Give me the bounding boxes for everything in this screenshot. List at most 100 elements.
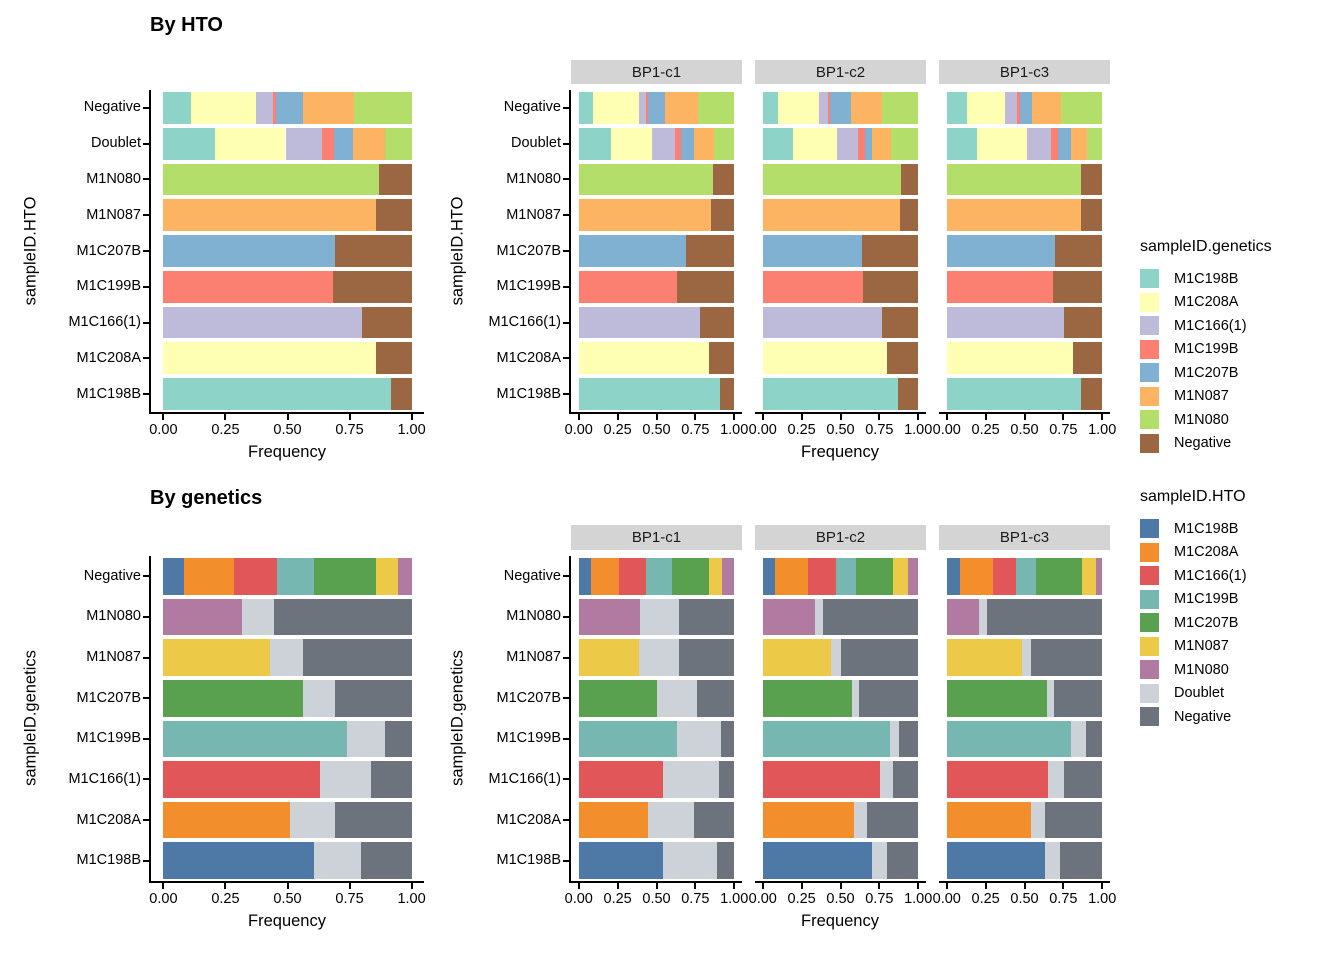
x-tick-mark <box>878 414 881 420</box>
bar-segment-M1N080 <box>946 163 1082 196</box>
bar-segment-M1N087 <box>946 639 1022 676</box>
bar-segment-M1C166(1) <box>807 558 837 595</box>
bar-segment-Negative <box>720 378 735 410</box>
bar-segment-M1C208A <box>214 127 286 160</box>
bar-row <box>578 199 735 232</box>
bar-segment-M1C198B <box>762 92 779 124</box>
bar-segment-M1C207B <box>1058 127 1071 160</box>
legend-label: M1N080 <box>1174 411 1229 428</box>
x-tick-mark <box>1023 414 1026 420</box>
legend-item: M1C166(1) <box>1140 314 1344 338</box>
bar-row <box>163 163 412 196</box>
bar-row <box>163 801 412 839</box>
x-tick-mark <box>286 883 289 889</box>
y-tick-mark <box>143 178 149 181</box>
y-tick-mark <box>563 859 569 862</box>
facet-strip: BP1-c1 <box>571 525 742 550</box>
y-tick-mark <box>563 615 569 618</box>
bar-segment-Doublet <box>346 720 385 758</box>
bar-segment-Negative <box>1064 761 1103 798</box>
x-tick-mark <box>410 414 413 420</box>
bar-segment-M1C199B <box>946 270 1054 303</box>
category-label: Negative <box>503 99 561 116</box>
legend-genetics-items: M1C198B M1C208A M1C166(1) M1C199B M1C207B M1N… <box>1140 267 1344 455</box>
bar-segment-Doublet <box>979 598 988 636</box>
bar-segment-M1C207B <box>1020 92 1033 124</box>
legend-swatch <box>1140 433 1159 453</box>
bar-segment-Doublet <box>879 761 894 798</box>
bar-segment-Negative <box>378 163 412 196</box>
bar-segment-M1C208A <box>775 558 808 595</box>
bar-segment-M1N087 <box>1081 558 1097 595</box>
bar-row <box>946 127 1103 160</box>
bar-segment-M1C199B <box>163 720 347 758</box>
bar-segment-M1C166(1) <box>639 92 646 124</box>
bar-segment-M1C166(1) <box>233 558 278 595</box>
bar-segment-Negative <box>897 378 919 410</box>
legend-item: M1C208A <box>1140 291 1344 315</box>
plot-title-by-genetics: By genetics <box>150 487 263 509</box>
category-label: M1C207B <box>76 242 141 259</box>
x-tick-mark <box>224 883 227 889</box>
bar-segment-M1N080 <box>163 163 379 196</box>
bar-segment-M1C208A <box>163 342 376 375</box>
bar-row <box>163 598 412 636</box>
legend-item: M1N080 <box>1140 408 1344 432</box>
bar-segment-M1C207B <box>856 558 894 595</box>
bar-row <box>946 720 1103 758</box>
bar-row <box>163 235 412 267</box>
category-label: M1C199B <box>76 730 141 747</box>
y-tick-mark <box>563 214 569 217</box>
bar-segment-M1C166(1) <box>651 127 676 160</box>
bar-row <box>762 761 919 798</box>
bar-segment-M1N080 <box>891 127 919 160</box>
bar-segment-M1N087 <box>693 127 714 160</box>
category-label: M1C166(1) <box>488 770 561 787</box>
x-tick-mark <box>1062 414 1065 420</box>
bar-segment-Negative <box>384 720 412 758</box>
x-tick-label: 0.50 <box>642 422 671 438</box>
x-tick-mark <box>984 414 987 420</box>
bar-row <box>946 235 1103 267</box>
x-tick-label: 0.00 <box>748 422 777 438</box>
bar-segment-M1N087 <box>762 639 832 676</box>
legend-label: M1C207B <box>1174 614 1239 631</box>
legend-label: M1C208A <box>1174 294 1239 311</box>
bar-segment-M1C198B <box>163 92 192 124</box>
x-tick-label: 1.00 <box>1088 422 1117 438</box>
x-tick-label: 1.00 <box>397 891 426 907</box>
bar-row <box>762 235 919 267</box>
legend-item: M1C199B <box>1140 338 1344 362</box>
bar-segment-M1N087 <box>762 199 901 232</box>
bar-segment-Doublet <box>1044 842 1061 879</box>
x-tick-label: 0.25 <box>787 422 816 438</box>
bar-segment-M1C166(1) <box>762 761 880 798</box>
bar-segment-Negative <box>679 598 735 636</box>
bar-row <box>762 270 919 303</box>
bar-segment-Negative <box>867 801 919 839</box>
bar-segment-Negative <box>719 761 735 798</box>
bar-segment-M1N087 <box>1070 127 1087 160</box>
legend-item: M1N087 <box>1140 635 1344 659</box>
bar-segment-Negative <box>987 598 1103 636</box>
bar-row <box>762 801 919 839</box>
bar-segment-Negative <box>710 199 735 232</box>
x-tick-mark <box>577 414 580 420</box>
y-tick-mark <box>563 656 569 659</box>
bar-segment-M1C199B <box>1051 127 1059 160</box>
bar-segment-Negative <box>712 163 735 196</box>
bar-row <box>946 801 1103 839</box>
bar-segment-M1C207B <box>762 235 862 267</box>
y-tick-mark <box>563 250 569 252</box>
bar-segment-M1N087 <box>163 639 271 676</box>
category-label: M1C199B <box>76 278 141 295</box>
x-tick-mark <box>616 883 619 889</box>
x-tick-label: 0.50 <box>1010 891 1039 907</box>
legend-item: M1C198B <box>1140 517 1344 541</box>
bar-segment-M1C199B <box>163 270 334 303</box>
bar-row <box>946 842 1103 879</box>
category-label: M1N080 <box>86 170 141 187</box>
category-label: M1N080 <box>506 170 561 187</box>
bar-segment-M1C166(1) <box>818 92 829 124</box>
bar-segment-Negative <box>391 378 412 410</box>
